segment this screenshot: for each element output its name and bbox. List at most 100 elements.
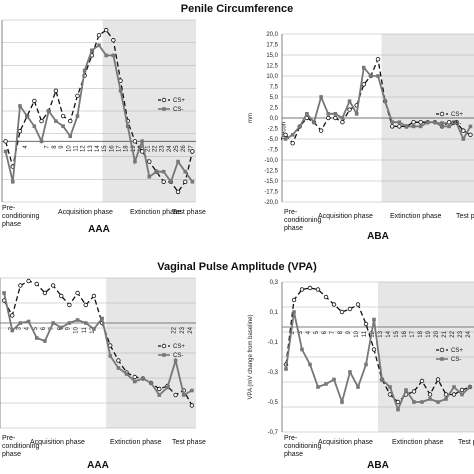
y-tick-label: -7,5	[268, 148, 279, 154]
data-point-cs-plus	[427, 392, 433, 397]
x-tick-label: 20	[138, 145, 144, 152]
data-point-cs-minus	[141, 376, 145, 381]
data-point-cs-minus	[433, 120, 437, 124]
data-point-cs-plus	[371, 347, 377, 352]
data-point-cs-plus	[283, 132, 288, 137]
data-point-cs-plus	[418, 119, 423, 125]
chart-pc_aba: 20,0 17,5 15,0 12,5 10,0 7,5 5,0 2,5 0,0 -2,5 -5,0…	[248, 32, 474, 242]
data-point-cs-minus	[444, 397, 448, 401]
data-point-cs-plus	[307, 285, 313, 291]
data-point-cs-minus	[51, 321, 55, 325]
data-point-cs-minus	[147, 174, 152, 179]
data-point-cs-minus	[324, 382, 328, 386]
data-point-cs-minus	[132, 379, 137, 384]
data-point-cs-minus	[354, 112, 359, 116]
data-point-cs-plus	[361, 82, 366, 87]
data-point-cs-minus	[61, 124, 65, 128]
data-point-cs-plus	[116, 358, 121, 363]
phase-label-acquisition: Acquisition phase	[58, 209, 113, 216]
phase-label-phase: phase	[284, 451, 303, 458]
y-tick-label: 5,0	[270, 95, 279, 101]
y-tick-label: 10,0	[266, 74, 278, 80]
data-point-cs-plus	[157, 386, 162, 392]
data-point-cs-plus	[132, 374, 137, 380]
data-point-cs-plus	[173, 392, 178, 398]
phase-label-conditioning: conditioning	[2, 213, 39, 220]
data-point-cs-minus	[340, 400, 344, 404]
data-point-cs-minus	[283, 137, 288, 141]
data-point-cs-minus	[165, 385, 170, 390]
x-tick-label: 19	[131, 145, 137, 152]
data-point-cs-minus	[440, 124, 444, 129]
data-point-cs-plus	[68, 118, 73, 124]
data-point-cs-minus	[300, 347, 304, 352]
y-tick-label: 0,3	[270, 280, 279, 286]
x-tick-label: 4	[306, 330, 312, 334]
data-point-cs-minus	[297, 124, 302, 129]
data-point-cs-minus	[420, 400, 424, 404]
x-tick-label: 7	[330, 330, 336, 334]
data-point-cs-plus	[333, 115, 338, 121]
x-tick-label: 23	[458, 330, 464, 337]
data-point-cs-plus	[50, 283, 56, 288]
data-point-cs-minus	[333, 112, 338, 116]
phase-label-extinction: Extinction phase	[390, 213, 441, 220]
data-point-cs-minus	[356, 385, 360, 389]
x-tick-label: 20	[434, 330, 440, 337]
phase-label-pre: Pre-	[2, 435, 16, 442]
data-point-cs-minus	[140, 139, 144, 144]
data-point-cs-minus	[411, 124, 416, 129]
y-tick-label: -5,0	[268, 137, 279, 143]
data-point-cs-plus	[347, 107, 352, 112]
data-point-cs-plus	[387, 392, 393, 397]
data-point-cs-minus	[173, 358, 178, 363]
data-point-cs-plus	[461, 128, 466, 133]
data-point-cs-minus	[290, 133, 295, 137]
data-point-cs-plus	[419, 378, 425, 384]
phase-label-test: Test phase	[172, 439, 206, 446]
x-tick-label: 27	[188, 145, 194, 152]
data-point-cs-minus	[348, 370, 352, 374]
data-point-cs-minus	[404, 124, 409, 129]
data-point-cs-minus	[425, 120, 430, 124]
data-point-cs-minus	[376, 74, 380, 78]
data-point-cs-plus	[175, 189, 181, 195]
data-point-cs-plus	[189, 403, 195, 408]
data-point-cs-minus	[75, 318, 80, 322]
data-point-cs-plus	[468, 132, 473, 137]
phase-label-pre: Pre-	[2, 205, 16, 212]
data-point-cs-minus	[312, 120, 316, 124]
data-point-cs-minus	[181, 393, 186, 397]
data-point-cs-minus	[149, 381, 153, 385]
data-point-cs-plus	[111, 38, 116, 43]
data-point-cs-minus	[340, 116, 345, 120]
data-point-cs-minus	[468, 385, 472, 389]
x-tick-label: 18	[418, 330, 424, 337]
legend-marker-cs-plus	[161, 343, 167, 349]
data-point-cs-minus	[454, 120, 459, 124]
data-point-cs-minus	[397, 120, 402, 124]
phase-label-test: Test ph	[456, 213, 474, 220]
data-point-cs-plus	[411, 389, 417, 394]
data-point-cs-minus	[452, 385, 456, 389]
x-tick-label: 19	[426, 330, 432, 337]
data-point-cs-minus	[390, 120, 395, 124]
data-point-cs-plus	[355, 302, 361, 307]
x-tick-label: 15	[102, 145, 108, 152]
data-point-cs-minus	[369, 74, 373, 78]
data-point-cs-plus	[183, 179, 188, 184]
panel-label: ABA	[367, 231, 389, 242]
x-tick-label: 3	[16, 326, 22, 330]
data-point-cs-minus	[326, 112, 331, 116]
data-point-cs-plus	[190, 149, 195, 154]
legend-marker-cs-plus	[161, 97, 167, 103]
data-point-cs-minus	[92, 327, 96, 331]
data-point-cs-minus	[404, 388, 408, 392]
y-tick-label: 0,0	[270, 116, 279, 122]
data-point-cs-plus	[83, 302, 88, 308]
data-point-cs-plus	[435, 377, 441, 382]
y-tick-label: 2,5	[270, 106, 279, 112]
x-tick-label: 23	[180, 326, 186, 333]
data-point-cs-minus	[468, 124, 473, 129]
data-point-cs-minus	[447, 124, 451, 129]
